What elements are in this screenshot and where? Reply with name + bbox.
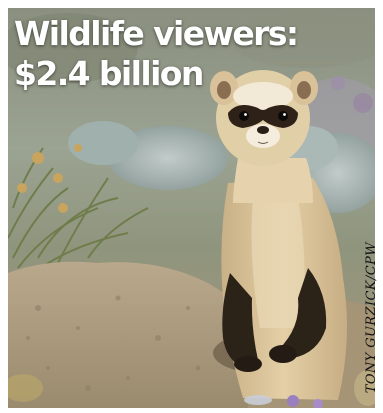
headline-line-1: Wildlife viewers: (14, 14, 299, 53)
foreground-flowers (244, 395, 323, 408)
headline: Wildlife viewers: $2.4 billion (14, 14, 299, 94)
ferret-photo-illustration (8, 8, 375, 408)
ferret (210, 70, 347, 400)
distant-vegetation (8, 8, 375, 158)
dried-flowers (17, 144, 82, 213)
headline-line-2: $2.4 billion (14, 54, 204, 93)
dirt-mound (8, 261, 248, 408)
ferret-photo (8, 8, 375, 408)
dirt-texture (26, 295, 201, 391)
foreground-tufts (8, 370, 375, 406)
photo-credit: TONY GURZICK/CPW (364, 241, 379, 393)
